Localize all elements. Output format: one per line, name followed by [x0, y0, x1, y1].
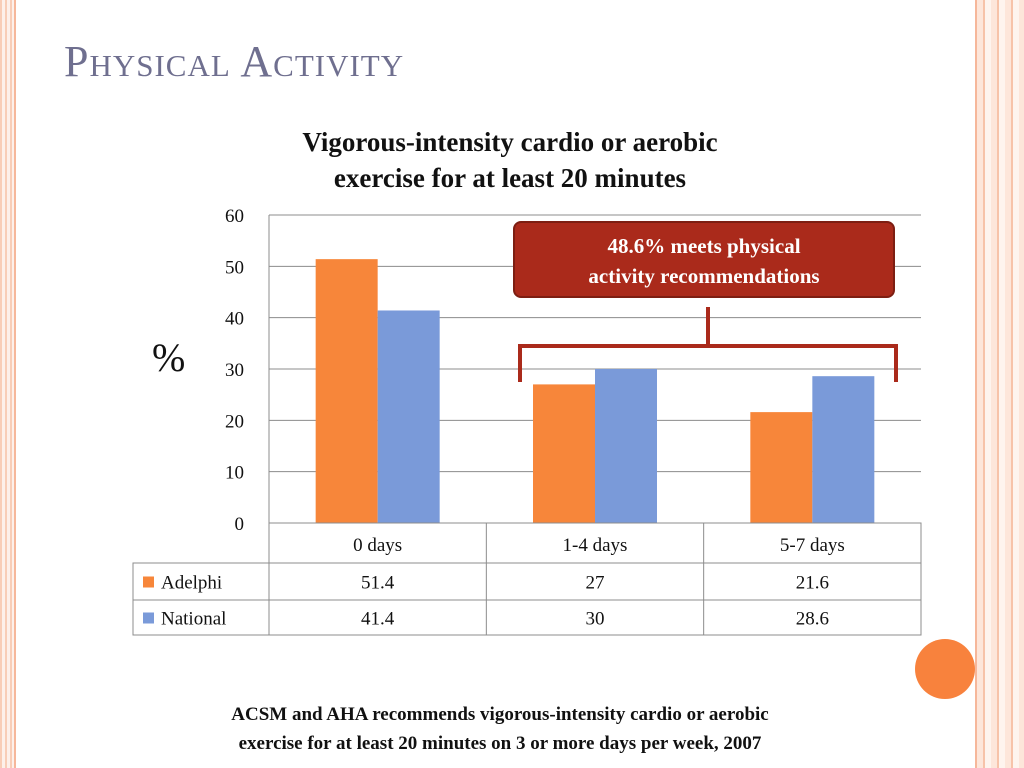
legend-label-adelphi: Adelphi — [161, 573, 222, 594]
footnote-line-2: exercise for at least 20 minutes on 3 or… — [238, 733, 762, 754]
y-tick-label: 20 — [225, 411, 244, 432]
callout-line-2: activity recommendations — [588, 264, 820, 288]
y-tick-label: 50 — [225, 257, 244, 278]
y-tick-label: 60 — [225, 206, 244, 227]
y-tick-label: 30 — [225, 360, 244, 381]
recommendation-callout: 48.6% meets physical activity recommenda… — [513, 221, 895, 298]
x-category-label: 1-4 days — [563, 535, 628, 556]
bar-adelphi-1 — [533, 384, 595, 523]
data-label: 21.6 — [796, 573, 829, 594]
slide-border-left — [0, 0, 14, 768]
data-label: 27 — [586, 573, 605, 594]
bar-adelphi-0 — [315, 259, 378, 523]
y-axis-unit: % — [152, 335, 186, 380]
bar-national-0 — [377, 310, 440, 523]
x-category-label: 0 days — [353, 535, 402, 556]
data-label: 28.6 — [796, 609, 829, 630]
orange-circle-ornament — [915, 639, 975, 699]
y-tick-label: 10 — [225, 463, 244, 484]
legend-key-adelphi — [143, 576, 154, 588]
footnote: ACSM and AHA recommends vigorous-intensi… — [90, 700, 910, 758]
x-category-label: 5-7 days — [780, 535, 845, 556]
legend-label-national: National — [161, 609, 226, 630]
chart-title-line-2: exercise for at least 20 minutes — [333, 163, 687, 193]
data-label: 51.4 — [361, 573, 395, 594]
data-label: 30 — [586, 609, 605, 630]
page-title: Physical Activity — [64, 37, 405, 86]
data-label: 41.4 — [361, 609, 395, 630]
callout-line-1: 48.6% meets physical — [607, 234, 801, 258]
chart-title: Vigorous-intensity cardio or aerobic exe… — [180, 124, 840, 196]
slide-border-right — [977, 0, 1024, 768]
bar-national-1 — [595, 369, 657, 523]
footnote-line-1: ACSM and AHA recommends vigorous-intensi… — [231, 704, 769, 725]
legend-key-national — [143, 612, 154, 624]
y-tick-label: 40 — [225, 309, 244, 330]
chart-title-line-1: Vigorous-intensity cardio or aerobic — [302, 127, 718, 157]
bar-adelphi-2 — [750, 412, 813, 523]
y-tick-label: 0 — [235, 514, 245, 535]
bar-national-2 — [812, 376, 875, 523]
